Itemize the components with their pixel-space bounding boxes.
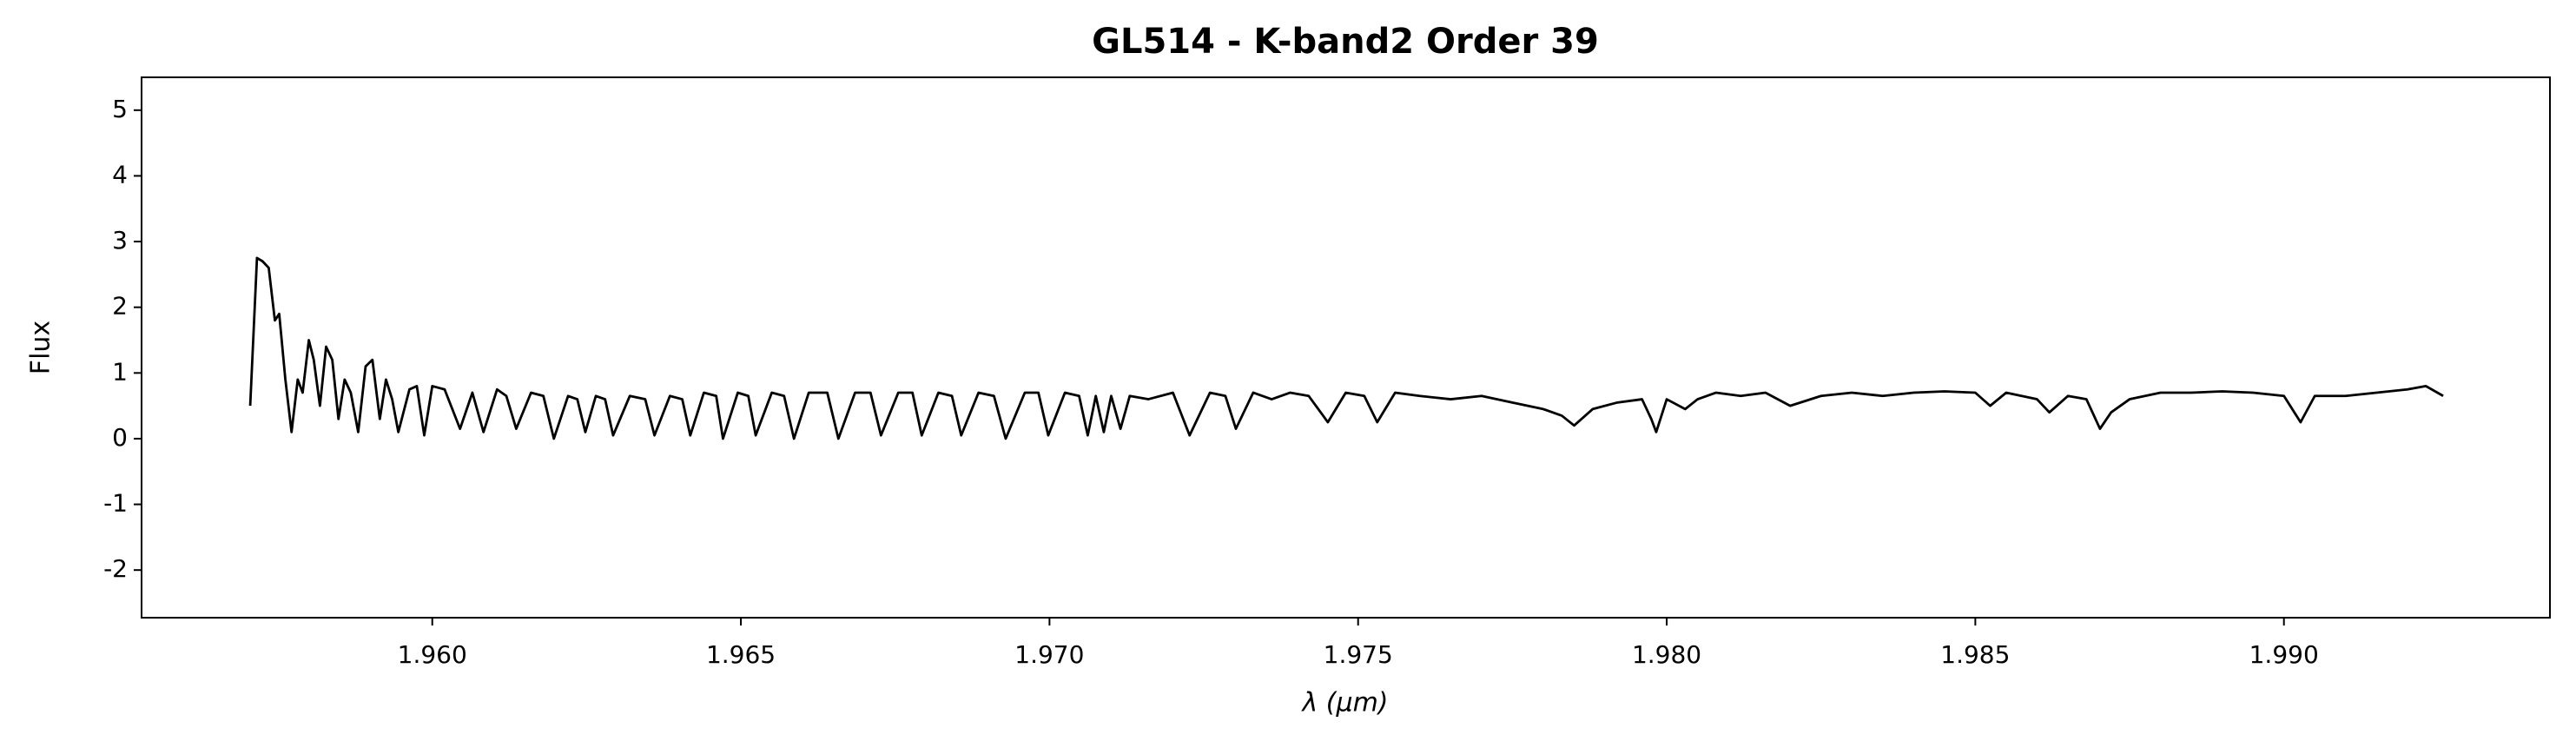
y-tick-label: 2 bbox=[112, 292, 128, 321]
x-tick-label: 1.980 bbox=[1632, 640, 1701, 669]
y-axis-label: Flux bbox=[26, 321, 56, 374]
chart-title: GL514 - K-band2 Order 39 bbox=[1092, 22, 1599, 62]
spectrum-line bbox=[248, 256, 2444, 440]
plot-frame bbox=[141, 76, 2551, 619]
y-tick-label: 3 bbox=[112, 226, 128, 255]
y-tick-label: 0 bbox=[112, 423, 128, 452]
x-tick-label: 1.960 bbox=[398, 640, 467, 669]
x-tick-label: 1.965 bbox=[706, 640, 776, 669]
y-tick-label: -1 bbox=[103, 489, 128, 518]
x-tick-label: 1.985 bbox=[1940, 640, 2010, 669]
y-tick-label: -2 bbox=[103, 554, 128, 583]
x-axis-label: λ (μm) bbox=[1300, 688, 1388, 718]
x-tick-label: 1.990 bbox=[2249, 640, 2319, 669]
x-tick-label: 1.975 bbox=[1324, 640, 1393, 669]
y-tick-label: 4 bbox=[112, 160, 128, 189]
y-tick-label: 1 bbox=[112, 357, 128, 386]
x-tick-label: 1.970 bbox=[1014, 640, 1084, 669]
y-tick-label: 5 bbox=[112, 95, 128, 123]
